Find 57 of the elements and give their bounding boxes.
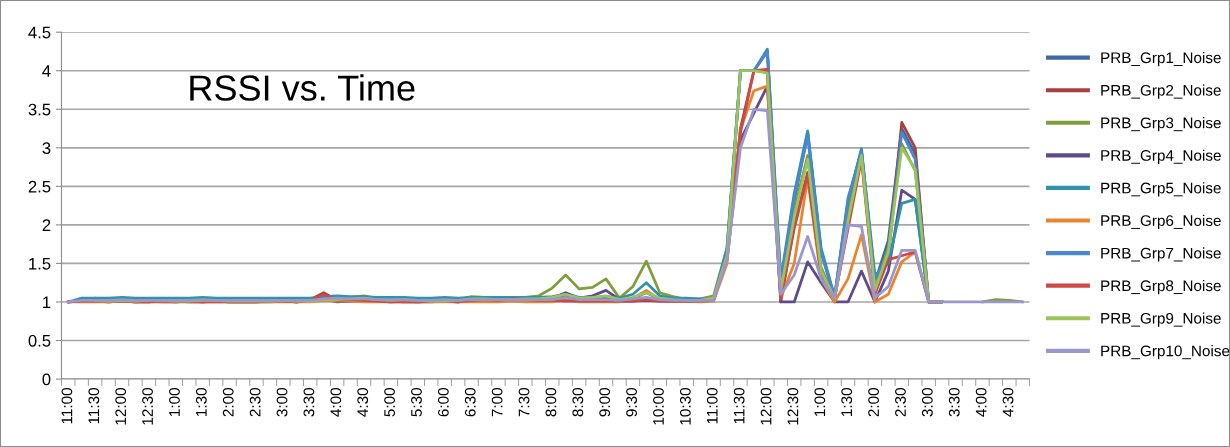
- x-tick-label: 10:30: [679, 387, 691, 425]
- x-tick-label: 7:00: [491, 387, 503, 417]
- y-tick-label: 1.5: [29, 258, 51, 270]
- y-tick-label: 4.5: [28, 26, 51, 39]
- x-tick-label: 3:30: [948, 387, 960, 417]
- x-tick-label: 4:00: [975, 387, 987, 417]
- legend-label: PRB_Grp1_Noise: [1101, 51, 1221, 67]
- legend-label: PRB_Grp5_Noise: [1101, 182, 1221, 197]
- x-tick-label: 3:00: [921, 387, 933, 417]
- x-tick-label: 12:00: [115, 387, 127, 425]
- x-tick-label: 4:00: [330, 387, 342, 417]
- x-tick-label: 2:30: [895, 387, 906, 417]
- x-tick-label: 1:00: [814, 387, 826, 416]
- x-tick-label: 5:00: [384, 387, 395, 417]
- x-tick-label: 12:30: [142, 387, 153, 425]
- x-tick-label: 1:30: [841, 387, 853, 416]
- legend-label: PRB_Grp8_Noise: [1101, 279, 1221, 295]
- x-tick-label: 12:30: [787, 387, 799, 425]
- x-tick-label: 6:30: [464, 387, 476, 417]
- x-tick-label: 2:30: [249, 387, 261, 417]
- y-tick-label: 0.5: [28, 334, 51, 347]
- legend-label: PRB_Grp3_Noise: [1101, 117, 1221, 132]
- y-tick-label: 2.5: [28, 180, 51, 193]
- x-tick-label: 5:30: [411, 387, 422, 417]
- x-tick-label: 11:30: [733, 387, 745, 424]
- x-tick-label: 11:00: [706, 387, 718, 424]
- x-tick-label: 3:30: [303, 387, 315, 417]
- y-tick-label: 4: [42, 65, 51, 77]
- x-tick-label: 11:00: [61, 387, 73, 424]
- x-tick-label: 11:30: [88, 387, 100, 424]
- x-tick-label: 10:00: [653, 387, 664, 425]
- x-tick-label: 4:30: [357, 387, 369, 417]
- x-tick-label: 3:00: [276, 387, 288, 417]
- x-tick-label: 8:30: [572, 387, 584, 417]
- x-tick-label: 2:00: [222, 387, 234, 417]
- y-tick-label: 1: [43, 296, 51, 309]
- x-tick-label: 1:30: [195, 387, 207, 416]
- x-tick-label: 9:00: [599, 387, 611, 417]
- legend-label: PRB_Grp9_Noise: [1101, 312, 1221, 327]
- x-tick-label: 12:00: [760, 387, 772, 425]
- y-tick-label: 0: [42, 373, 51, 386]
- y-tick-label: 3.5: [28, 103, 51, 116]
- legend-label: PRB_Grp4_Noise: [1101, 149, 1221, 164]
- legend-label: PRB_Grp7_Noise: [1101, 247, 1221, 262]
- x-tick-label: 6:00: [437, 387, 449, 417]
- legend-label: PRB_Grp10_Noise: [1101, 345, 1230, 360]
- legend-label: PRB_Grp2_Noise: [1101, 84, 1221, 99]
- x-tick-label: 1:00: [169, 387, 180, 416]
- text: RSSI vs. Time: [190, 74, 415, 101]
- x-tick-label: 8:00: [545, 387, 557, 417]
- x-tick-label: 4:30: [1002, 387, 1014, 417]
- x-tick-label: 7:30: [518, 387, 530, 417]
- y-tick-label: 3: [42, 142, 51, 155]
- x-tick-label: 9:30: [626, 387, 637, 417]
- legend-label: PRB_Grp6_Noise: [1101, 214, 1221, 230]
- x-tick-label: 2:00: [868, 387, 879, 417]
- y-tick-label: 2: [42, 219, 51, 231]
